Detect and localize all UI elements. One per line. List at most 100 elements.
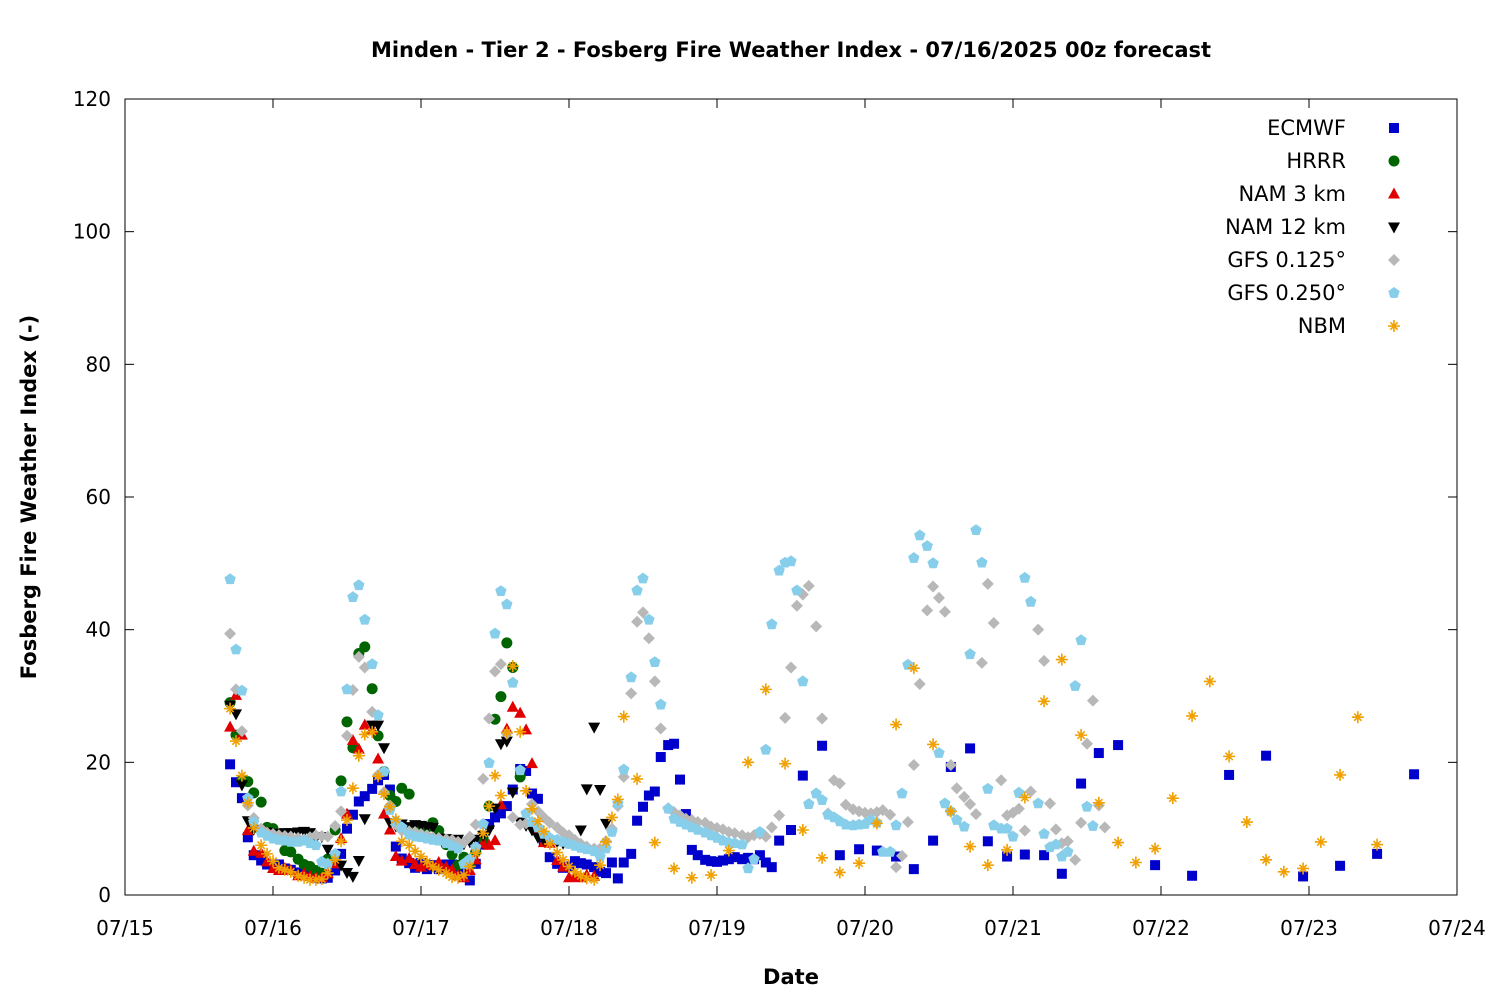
legend-label: NAM 12 km: [1225, 215, 1346, 239]
data-point: [606, 826, 618, 837]
data-point: [501, 598, 513, 610]
data-point: [1150, 860, 1161, 871]
data-point: [241, 824, 254, 836]
data-point: [600, 818, 612, 830]
data-point: [574, 825, 587, 837]
data-point: [618, 763, 630, 775]
data-point: [256, 855, 267, 866]
data-point: [395, 835, 408, 848]
data-point: [588, 873, 601, 886]
data-point: [655, 752, 666, 763]
data-point: [342, 823, 352, 834]
data-point: [759, 683, 772, 696]
data-point: [352, 749, 365, 762]
data-point: [1019, 849, 1030, 860]
data-point: [712, 856, 722, 867]
data-point: [588, 722, 601, 734]
data-point: [378, 788, 390, 801]
data-point: [638, 801, 648, 812]
data-point: [352, 856, 365, 868]
data-point: [495, 808, 506, 819]
x-tick-label: 07/16: [244, 916, 302, 940]
data-point: [796, 823, 809, 836]
data-point: [457, 869, 470, 882]
data-point: [225, 759, 236, 770]
data-point: [372, 720, 385, 732]
data-point: [760, 857, 771, 868]
data-point: [722, 844, 735, 857]
y-tick-label: 100: [73, 220, 111, 244]
data-point: [415, 850, 427, 863]
data-point: [526, 757, 538, 769]
data-point: [637, 572, 649, 584]
data-point: [378, 743, 390, 755]
data-point: [347, 809, 358, 820]
data-point: [346, 782, 359, 795]
data-point: [484, 819, 495, 830]
data-point: [489, 834, 501, 846]
data-point: [495, 585, 507, 596]
plot-area: 0 20 40 60 80 100 120 07/15 07/16 07/17 07/18 07/19…: [73, 87, 1486, 940]
data-point: [551, 846, 564, 859]
data-point: [817, 740, 828, 751]
data-point: [736, 838, 748, 850]
data-point: [981, 577, 994, 590]
data-point: [600, 835, 612, 848]
data-point: [790, 599, 803, 612]
data-point: [347, 591, 359, 602]
data-point: [224, 702, 237, 715]
data-point: [359, 791, 370, 802]
data-point: [1112, 836, 1125, 849]
data-point: [506, 811, 519, 824]
data-point: [341, 716, 353, 728]
x-tick-label: 07/20: [836, 916, 894, 940]
legend: ECMWF HRRR NAM 3 km NAM 12 km GFS 0.125° GFS …: [1225, 116, 1400, 338]
data-point: [506, 787, 519, 799]
data-point: [1002, 851, 1013, 862]
data-point: [366, 658, 378, 669]
data-point: [341, 867, 353, 879]
data-point: [779, 711, 792, 724]
data-point: [507, 676, 519, 688]
x-axis-label: Date: [763, 965, 819, 989]
data-point: [773, 809, 786, 822]
data-point: [514, 725, 527, 738]
data-point: [432, 863, 445, 876]
data-point: [995, 774, 1008, 787]
data-point: [389, 813, 402, 826]
data-point: [372, 752, 385, 764]
data-point: [1055, 653, 1068, 666]
data-point: [810, 620, 823, 633]
data-point: [594, 785, 607, 797]
data-point: [1018, 824, 1031, 837]
data-point: [1224, 769, 1235, 780]
x-tick-label: 07/18: [540, 916, 598, 940]
data-point: [335, 785, 347, 797]
data-point: [663, 740, 674, 751]
data-point: [315, 873, 328, 886]
data-point: [1298, 871, 1309, 882]
data-point: [921, 540, 933, 551]
data-point: [939, 797, 951, 809]
data-point: [1025, 595, 1037, 607]
data-point: [575, 858, 586, 869]
data-point: [1240, 816, 1253, 829]
data-point: [913, 678, 926, 691]
data-point: [631, 772, 644, 785]
data-point: [341, 683, 353, 695]
data-point: [231, 777, 241, 788]
data-point: [611, 793, 624, 806]
data-point: [278, 863, 291, 876]
data-point: [965, 743, 976, 754]
data-point: [1081, 800, 1093, 812]
data-point: [366, 725, 379, 738]
data-point: [958, 820, 970, 832]
data-point: [786, 824, 796, 835]
data-point: [389, 850, 402, 862]
data-point: [870, 817, 883, 830]
data-point: [1061, 835, 1074, 848]
y-tick-label: 40: [86, 618, 111, 642]
data-point: [631, 584, 643, 596]
data-point: [396, 821, 408, 833]
